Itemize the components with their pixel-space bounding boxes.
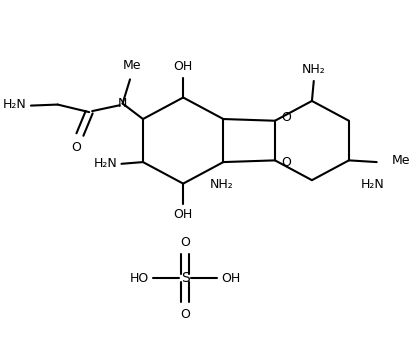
Text: OH: OH: [173, 60, 192, 73]
Text: OH: OH: [173, 208, 192, 222]
Text: NH₂: NH₂: [209, 177, 233, 191]
Text: H₂N: H₂N: [94, 157, 117, 170]
Text: Me: Me: [122, 59, 141, 72]
Text: OH: OH: [221, 272, 240, 285]
Text: NH₂: NH₂: [301, 63, 325, 76]
Text: Me: Me: [391, 154, 409, 167]
Text: H₂N: H₂N: [360, 177, 384, 191]
Text: HO: HO: [129, 272, 148, 285]
Text: O: O: [281, 156, 291, 169]
Text: H₂N: H₂N: [2, 98, 26, 111]
Text: O: O: [71, 141, 81, 154]
Text: N: N: [118, 97, 127, 110]
Text: O: O: [281, 112, 291, 125]
Text: S: S: [180, 271, 189, 285]
Text: O: O: [180, 308, 190, 321]
Text: O: O: [180, 236, 190, 249]
